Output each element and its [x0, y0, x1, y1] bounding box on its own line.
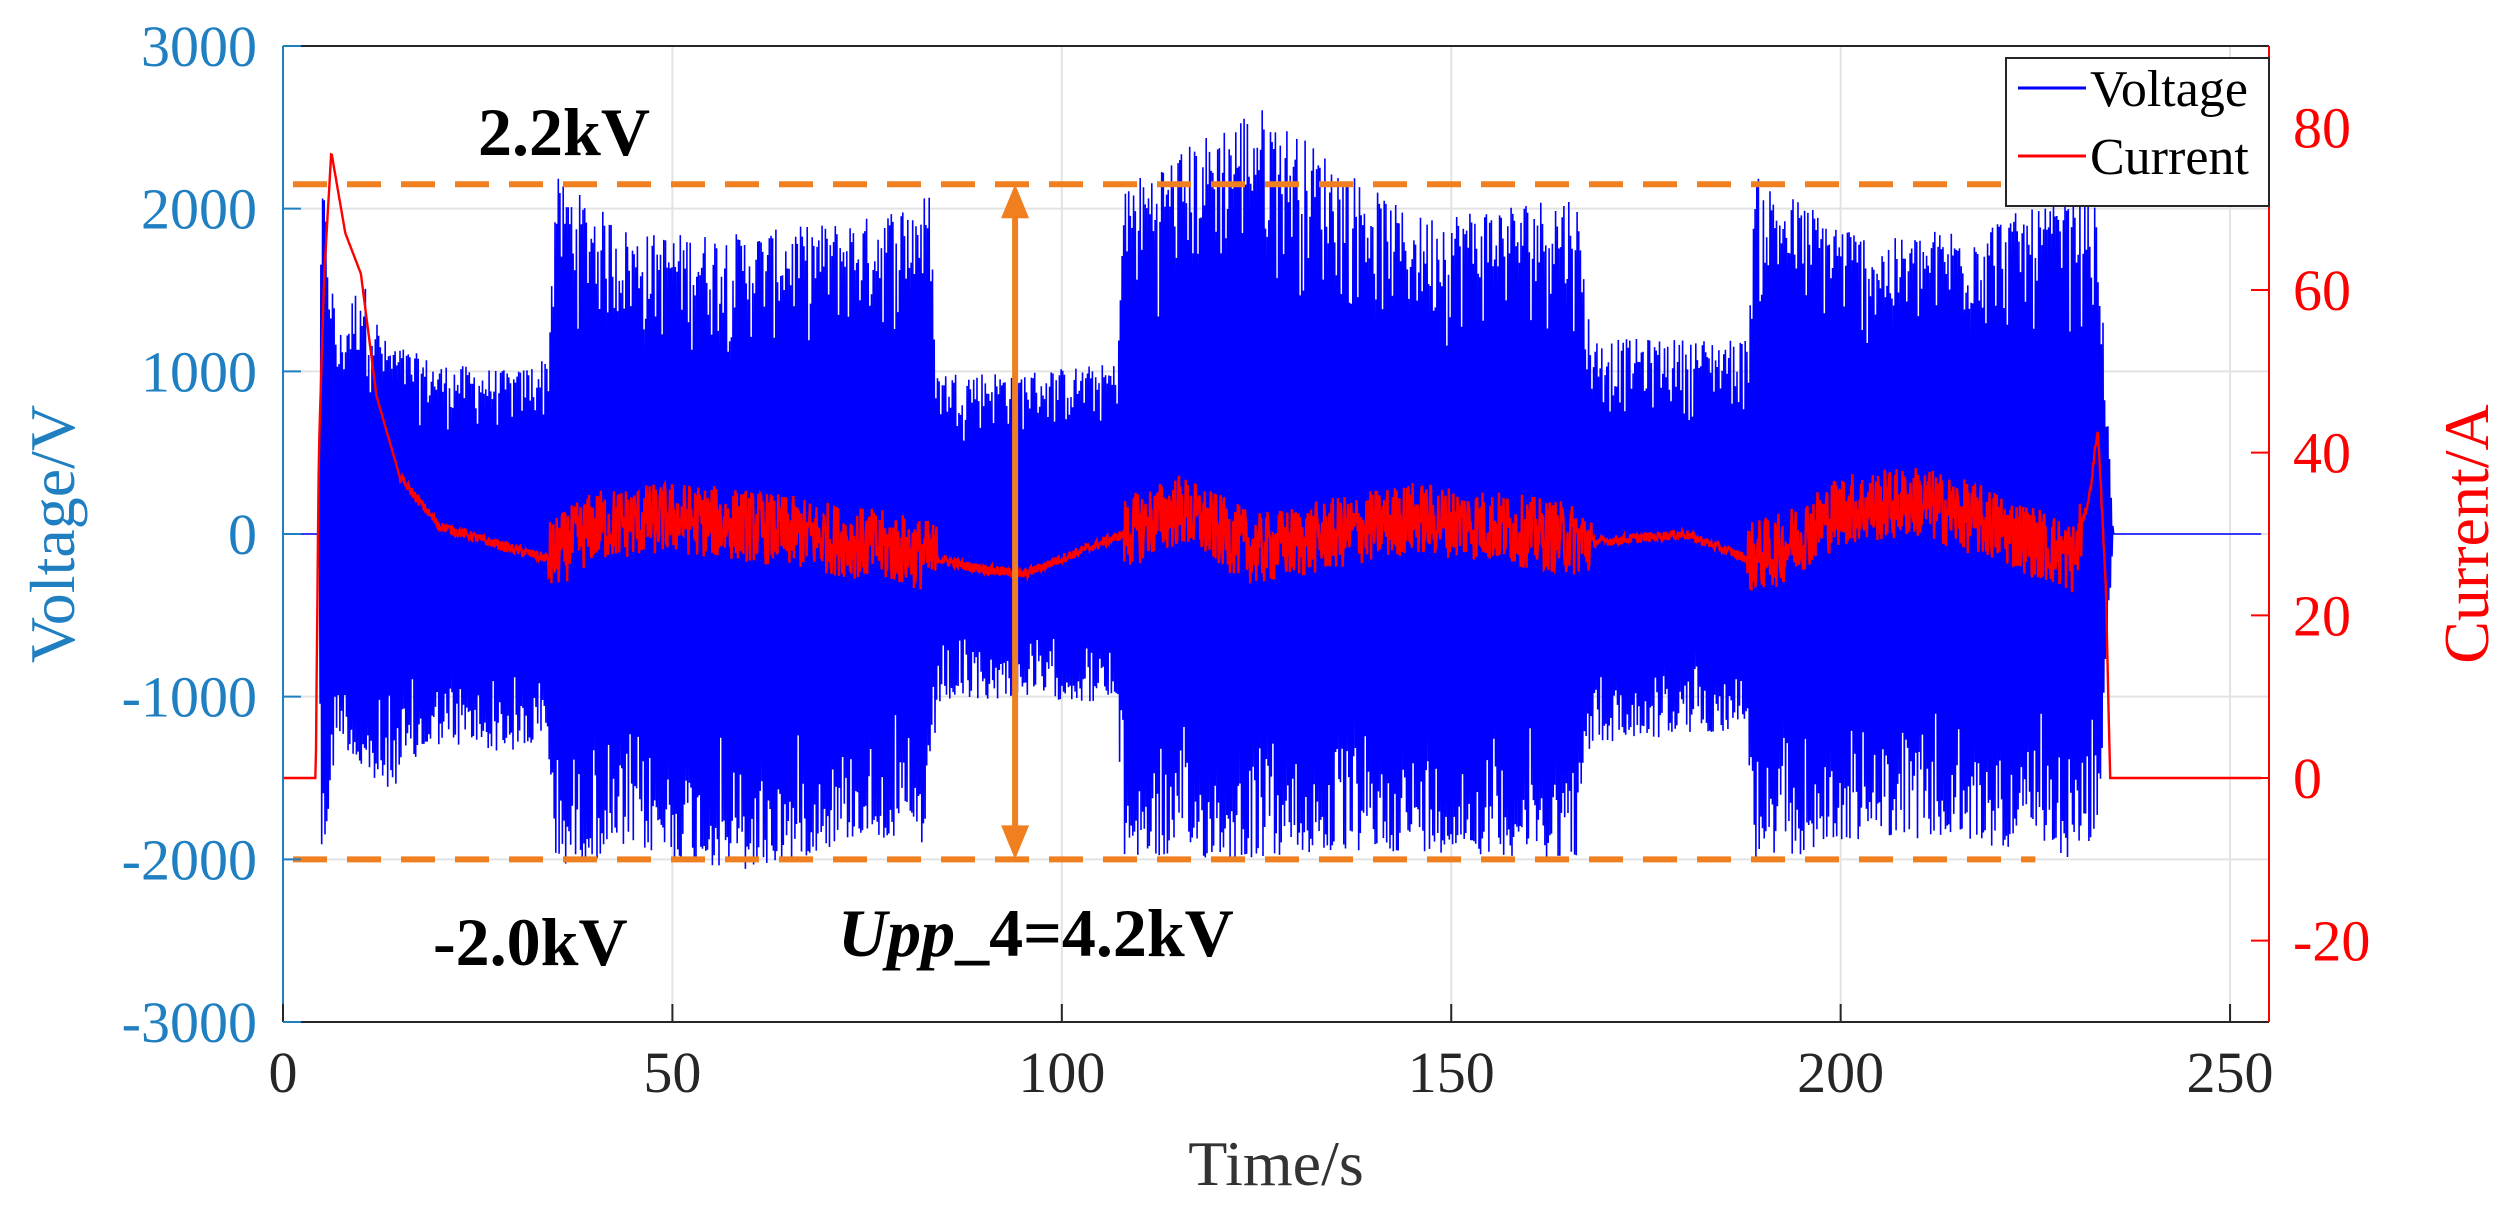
- right-y-tick-label: 40: [2293, 421, 2351, 486]
- left-y-tick-label: -3000: [122, 990, 257, 1055]
- x-tick-label: 50: [643, 1040, 701, 1105]
- left-y-tick-label: 3000: [141, 14, 257, 79]
- voltage-line: [283, 110, 2262, 869]
- x-tick-label: 0: [269, 1040, 298, 1105]
- right-y-axis-title: Current/A: [2431, 404, 2502, 664]
- voltage-series: [283, 110, 2262, 869]
- left-y-tick-label: -1000: [122, 665, 257, 730]
- current-series: [283, 152, 2262, 780]
- right-y-tick-label: 0: [2293, 746, 2322, 811]
- axes: 0 50 100 150 200 250-3000-2000-10000100020003…: [122, 14, 2371, 1105]
- left-y-axis-title: Voltage/V: [17, 405, 88, 663]
- right-y-tick-label: -20: [2293, 909, 2370, 974]
- annotation-upper-voltage: 2.2kV: [478, 94, 650, 170]
- left-y-tick-label: 0: [228, 502, 257, 567]
- right-y-tick-label: 80: [2293, 95, 2351, 160]
- annotation-peak-to-peak-symbol: Upp: [838, 895, 955, 971]
- annotation-peak-to-peak-value: _4=4.2kV: [954, 895, 1234, 971]
- x-tick-label: 150: [1408, 1040, 1495, 1105]
- left-y-tick-label: -2000: [122, 827, 257, 892]
- legend: Voltage Current: [2005, 57, 2270, 207]
- x-axis-title: Time/s: [1188, 1128, 1364, 1199]
- double-arrow-head-top: [1001, 184, 1030, 219]
- annotation-peak-to-peak: Upp_4=4.2kV: [838, 895, 1234, 971]
- legend-label-voltage: Voltage: [2090, 61, 2248, 118]
- double-arrow-head-bottom: [1001, 825, 1030, 860]
- reference-lines: [293, 181, 2189, 863]
- x-tick-label: 100: [1018, 1040, 1105, 1105]
- current-line: [283, 152, 2262, 780]
- annotation-lower-voltage: -2.0kV: [433, 904, 628, 980]
- left-y-tick-label: 1000: [141, 339, 257, 404]
- legend-box: [2005, 57, 2270, 207]
- left-y-tick-label: 2000: [141, 177, 257, 242]
- right-y-tick-label: 20: [2293, 583, 2351, 648]
- right-y-tick-label: 60: [2293, 258, 2351, 323]
- x-tick-label: 200: [1797, 1040, 1884, 1105]
- legend-label-current: Current: [2090, 129, 2249, 186]
- x-tick-label: 250: [2187, 1040, 2274, 1105]
